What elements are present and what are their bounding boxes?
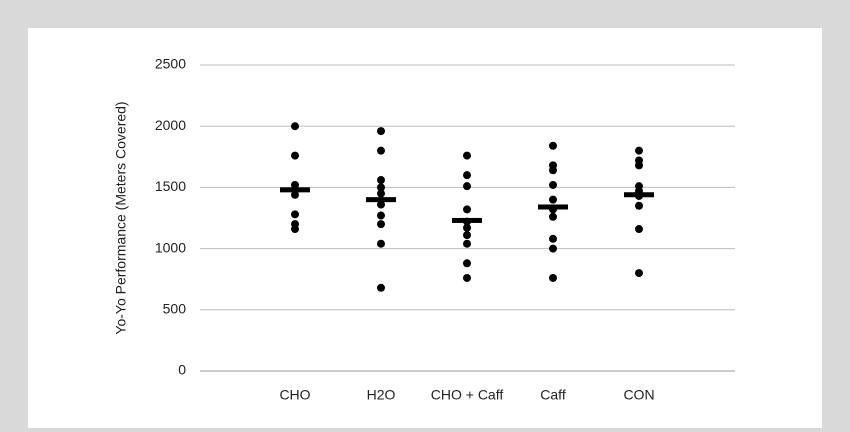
data-point <box>549 180 557 189</box>
data-point <box>549 166 557 175</box>
data-point <box>463 171 471 180</box>
data-point <box>377 283 385 292</box>
x-tick-label: Caff <box>540 387 566 403</box>
x-tick-label: H2O <box>367 387 396 403</box>
x-tick-label: CHO + Caff <box>431 387 504 403</box>
y-tick-label: 1000 <box>155 239 186 255</box>
data-point <box>377 176 385 185</box>
mean-bar <box>280 187 310 193</box>
mean-bar <box>452 217 482 223</box>
mean-bar <box>366 197 396 203</box>
data-point <box>635 225 643 234</box>
data-point <box>463 182 471 191</box>
chart-panel <box>28 28 822 428</box>
data-point <box>463 239 471 248</box>
data-point <box>377 127 385 136</box>
y-axis-label: Yo-Yo Performance (Meters Covered) <box>113 101 129 334</box>
data-point <box>549 234 557 243</box>
y-tick-label: 1500 <box>155 178 186 194</box>
data-point <box>377 183 385 192</box>
data-point <box>463 231 471 240</box>
y-tick-label: 2500 <box>155 56 186 72</box>
y-tick-label: 0 <box>178 362 186 378</box>
data-point <box>377 146 385 155</box>
data-point <box>377 220 385 229</box>
mean-bar <box>624 192 654 198</box>
data-point <box>635 201 643 210</box>
x-tick-label: CON <box>623 387 654 403</box>
data-point <box>377 189 385 198</box>
data-point <box>549 212 557 221</box>
data-point <box>291 210 299 219</box>
mean-bar <box>538 204 568 210</box>
data-point <box>549 273 557 282</box>
data-point <box>291 122 299 131</box>
data-point <box>463 223 471 232</box>
data-point <box>635 161 643 170</box>
data-point <box>377 200 385 209</box>
data-point <box>463 259 471 268</box>
x-tick-label: CHO <box>279 387 310 403</box>
data-point <box>549 195 557 204</box>
y-tick-label: 500 <box>163 301 187 317</box>
data-point <box>635 146 643 155</box>
data-point <box>549 244 557 253</box>
data-point <box>463 205 471 214</box>
y-tick-label: 2000 <box>155 117 186 133</box>
data-point <box>549 141 557 150</box>
data-point <box>463 273 471 282</box>
data-point <box>635 269 643 278</box>
data-point <box>377 239 385 248</box>
data-point <box>463 151 471 160</box>
data-point <box>291 190 299 199</box>
data-point <box>291 225 299 234</box>
data-point <box>377 211 385 220</box>
data-point <box>291 151 299 160</box>
